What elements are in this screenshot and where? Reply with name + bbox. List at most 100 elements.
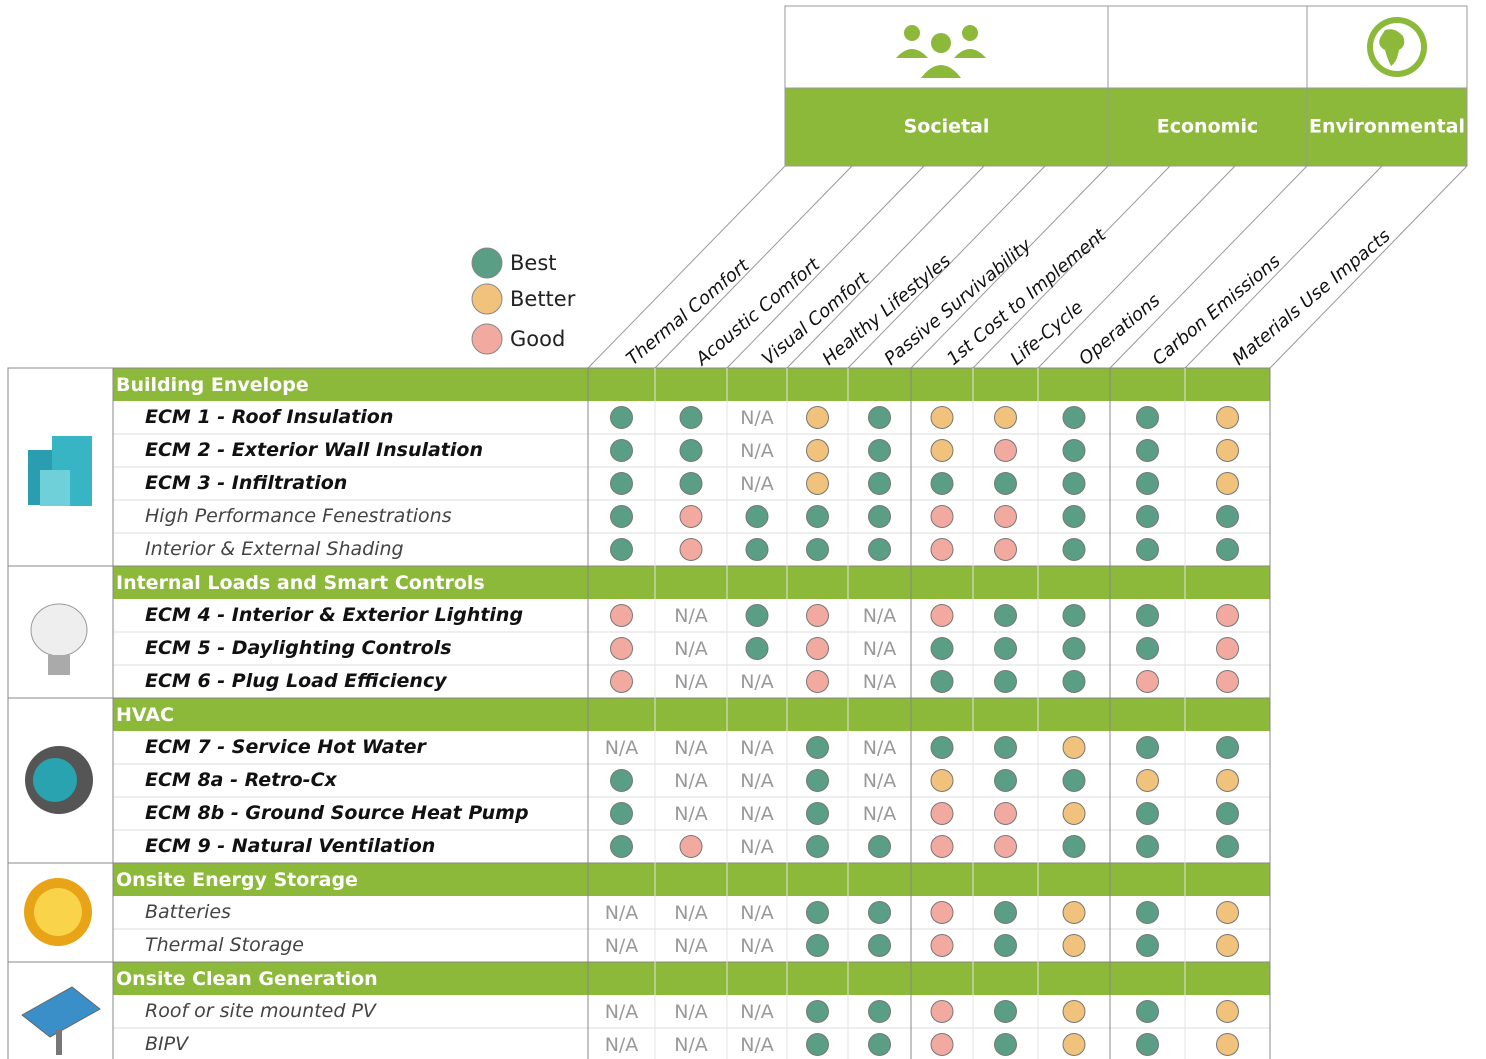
- rating-dot: [610, 439, 633, 462]
- rating-na: N/A: [863, 605, 897, 627]
- section-header: [113, 566, 1270, 599]
- sun-icon: [24, 878, 92, 946]
- section-header: [113, 368, 1270, 401]
- rating-na: N/A: [674, 902, 708, 924]
- rating-dot: [868, 835, 891, 858]
- rating-dot: [1136, 835, 1159, 858]
- row-label: ECM 1 - Roof Insulation: [145, 406, 393, 428]
- rating-dot: [806, 934, 829, 957]
- rating-na: N/A: [605, 1034, 639, 1056]
- rating-dot: [1136, 670, 1159, 693]
- rating-dot: [806, 769, 829, 792]
- header-band: [1107, 87, 1308, 167]
- rating-dot: [806, 736, 829, 759]
- rating-dot: [806, 670, 829, 693]
- rating-dot: [1136, 1033, 1159, 1056]
- rating-dot: [930, 802, 954, 825]
- section-header: [113, 962, 1270, 995]
- rating-na: N/A: [740, 737, 774, 759]
- rating-dot: [1062, 637, 1086, 660]
- rating-dot: [930, 769, 954, 792]
- rating-na: N/A: [740, 1034, 774, 1056]
- rating-na: N/A: [740, 770, 774, 792]
- rating-dot: [1216, 901, 1239, 924]
- rating-dot: [930, 901, 954, 924]
- rating-dot: [1216, 538, 1239, 561]
- rating-na: N/A: [863, 770, 897, 792]
- rating-dot: [1062, 472, 1086, 495]
- rating-dot: [806, 472, 829, 495]
- rating-dot: [868, 472, 891, 495]
- rating-dot: [1062, 406, 1086, 429]
- rating-dot: [930, 637, 954, 660]
- column-slant: [1109, 165, 1308, 369]
- rating-dot: [930, 604, 954, 627]
- rating-dot: [1062, 670, 1086, 693]
- rating-dot: [994, 406, 1017, 429]
- rating-dot: [1136, 901, 1159, 924]
- rating-dot: [994, 769, 1017, 792]
- rating-dot: [1136, 406, 1159, 429]
- rating-dot: [806, 1000, 829, 1023]
- row-label: ECM 3 - Infiltration: [145, 472, 347, 494]
- header-label: Economic: [1157, 116, 1258, 138]
- column-slant: [1037, 165, 1236, 369]
- rating-dot: [1216, 835, 1239, 858]
- rating-dot: [1062, 1000, 1086, 1023]
- legend-swatch: [471, 323, 503, 355]
- rating-dot: [1136, 637, 1159, 660]
- rating-dot: [806, 505, 829, 528]
- rating-dot: [610, 802, 633, 825]
- row-label: Roof or site mounted PV: [145, 1000, 378, 1022]
- rating-dot: [745, 538, 769, 561]
- building-icon: [28, 436, 92, 506]
- row-label: ECM 9 - Natural Ventilation: [145, 835, 435, 857]
- rating-dot: [1216, 1033, 1239, 1056]
- column-slant: [1269, 165, 1468, 369]
- column-slant: [654, 165, 853, 369]
- column-slant: [847, 165, 1046, 369]
- rating-dot: [679, 538, 703, 561]
- rating-na: N/A: [863, 671, 897, 693]
- rating-dot: [679, 439, 703, 462]
- rating-dot: [806, 802, 829, 825]
- rating-dot: [1136, 538, 1159, 561]
- rating-dot: [930, 934, 954, 957]
- rating-na: N/A: [740, 836, 774, 858]
- column-slant: [786, 165, 985, 369]
- rating-dot: [1062, 439, 1086, 462]
- rating-dot: [994, 439, 1017, 462]
- rating-dot: [930, 835, 954, 858]
- rating-na: N/A: [674, 737, 708, 759]
- rating-dot: [806, 901, 829, 924]
- legend-swatch: [471, 247, 503, 279]
- rating-dot: [1216, 736, 1239, 759]
- bulb-icon: [30, 603, 88, 675]
- row-label: Batteries: [145, 901, 231, 923]
- rating-dot: [1062, 802, 1086, 825]
- column-slant: [910, 165, 1109, 369]
- rating-dot: [1216, 769, 1239, 792]
- row-label: High Performance Fenestrations: [145, 505, 452, 527]
- row-label: ECM 2 - Exterior Wall Insulation: [145, 439, 483, 461]
- rating-dot: [610, 670, 633, 693]
- rating-dot: [930, 406, 954, 429]
- solar-panel-icon: [21, 986, 101, 1055]
- rating-dot: [994, 802, 1017, 825]
- rating-dot: [806, 835, 829, 858]
- rating-na: N/A: [740, 902, 774, 924]
- rating-dot: [994, 472, 1017, 495]
- rating-dot: [679, 505, 703, 528]
- rating-dot: [806, 406, 829, 429]
- rating-na: N/A: [674, 605, 708, 627]
- rating-dot: [1062, 505, 1086, 528]
- rating-dot: [610, 505, 633, 528]
- section-title: Internal Loads and Smart Controls: [116, 572, 485, 594]
- rating-dot: [868, 538, 891, 561]
- rating-dot: [1216, 439, 1239, 462]
- rating-na: N/A: [605, 1001, 639, 1023]
- column-slant: [1184, 165, 1383, 369]
- rating-na: N/A: [863, 638, 897, 660]
